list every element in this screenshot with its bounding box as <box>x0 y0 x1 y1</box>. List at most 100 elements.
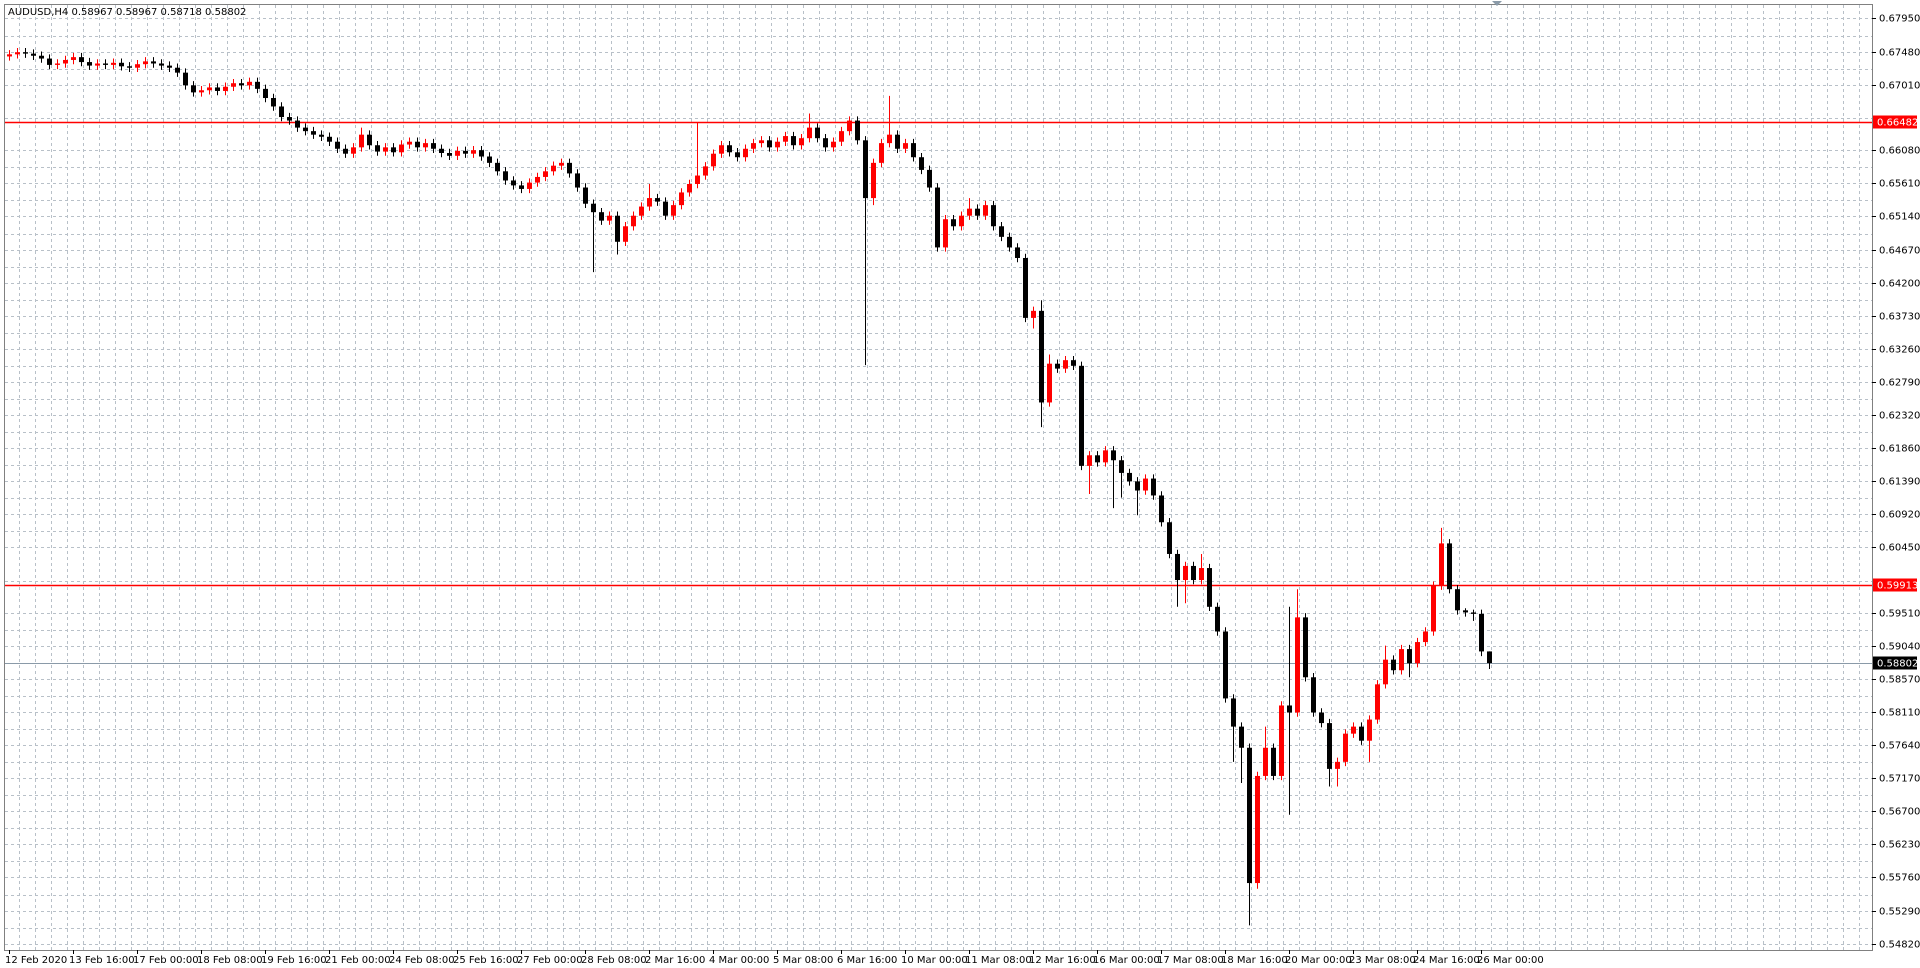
candle-body <box>71 57 76 60</box>
candle-body <box>423 143 428 148</box>
x-tick-label: 13 Feb 16:00 <box>69 955 135 966</box>
x-tick-label: 19 Feb 16:00 <box>261 955 327 966</box>
candle-body <box>319 134 324 137</box>
candle-body <box>751 143 756 149</box>
candle-body <box>135 64 140 68</box>
candle-body <box>7 54 12 57</box>
candle-body <box>23 52 28 54</box>
y-tick-label: 0.62790 <box>1879 378 1920 389</box>
x-tick-label: 6 Mar 16:00 <box>837 955 897 966</box>
candle-body <box>159 63 164 66</box>
level-label-box <box>1873 115 1917 129</box>
candle-body <box>719 145 724 154</box>
y-tick-label: 0.58110 <box>1879 708 1920 719</box>
candle-body <box>183 72 188 86</box>
x-tick-label: 2 Mar 16:00 <box>645 955 705 966</box>
x-tick-label: 16 Mar 00:00 <box>1093 955 1160 966</box>
candle-body <box>391 147 396 153</box>
y-tick-label: 0.55290 <box>1879 907 1920 918</box>
candle-body <box>415 141 420 148</box>
y-tick-label: 0.67010 <box>1879 81 1920 92</box>
candle-body <box>1167 522 1172 554</box>
y-tick-label: 0.61860 <box>1879 444 1920 455</box>
candle-body <box>1183 565 1188 581</box>
candle-body <box>1039 310 1044 403</box>
candle-body <box>855 120 860 141</box>
candle-body <box>1055 363 1060 369</box>
x-tick-label: 18 Feb 08:00 <box>197 955 263 966</box>
candle-body <box>359 134 364 148</box>
x-tick-label: 27 Feb 00:00 <box>517 955 583 966</box>
candle-body <box>143 61 148 65</box>
candle-body <box>1223 631 1228 699</box>
candle-body <box>231 83 236 87</box>
candle-body <box>1015 247 1020 258</box>
candle-body <box>1239 726 1244 748</box>
candle-body <box>823 138 828 148</box>
candle-body <box>911 143 916 158</box>
y-tick-label: 0.65140 <box>1879 212 1920 223</box>
candle-body <box>919 157 924 170</box>
candle-body <box>735 152 740 158</box>
candle-body <box>447 152 452 156</box>
candle-body <box>1263 747 1268 776</box>
candle-body <box>87 62 92 66</box>
candles <box>7 47 1492 926</box>
candle-body <box>95 63 100 66</box>
candle-body <box>247 81 252 86</box>
candle-body <box>199 90 204 93</box>
candle-body <box>575 173 580 188</box>
candle-body <box>287 117 292 121</box>
candle-body <box>983 205 988 216</box>
candle-body <box>679 192 684 206</box>
candle-body <box>1343 733 1348 762</box>
candle-body <box>1383 659 1388 685</box>
level-label: 0.66482 <box>1877 118 1918 129</box>
candle-body <box>119 62 124 67</box>
candle-body <box>887 134 892 144</box>
candle-body <box>1327 723 1332 769</box>
candle-body <box>279 106 284 118</box>
x-tick-label: 12 Feb 2020 <box>5 955 67 966</box>
x-tick-label: 23 Mar 08:00 <box>1349 955 1416 966</box>
candle-body <box>511 180 516 186</box>
candle-body <box>1207 568 1212 607</box>
candle-body <box>943 219 948 248</box>
candle-body <box>895 134 900 149</box>
candle-body <box>239 83 244 86</box>
candle-body <box>967 208 972 216</box>
candle-body <box>191 85 196 93</box>
candle-body <box>535 176 540 183</box>
candle-body <box>1319 712 1324 724</box>
x-tick-label: 4 Mar 00:00 <box>709 955 769 966</box>
candle-body <box>1463 610 1468 613</box>
candle-body <box>31 53 36 56</box>
candle-body <box>631 215 636 227</box>
candle-body <box>767 140 772 148</box>
candle-body <box>15 52 20 55</box>
candle-body <box>1359 726 1364 741</box>
candle-body <box>647 198 652 207</box>
y-tick-label: 0.59510 <box>1879 609 1920 620</box>
y-tick-label: 0.58570 <box>1879 675 1920 686</box>
y-tick-label: 0.60450 <box>1879 543 1920 554</box>
x-tick-label: 11 Mar 08:00 <box>965 955 1032 966</box>
candle-body <box>623 226 628 242</box>
candle-body <box>1279 705 1284 776</box>
candle-body <box>63 59 68 64</box>
candle-body <box>1303 617 1308 678</box>
y-tick-label: 0.67480 <box>1879 48 1920 59</box>
candle-body <box>263 88 268 99</box>
candle-body <box>871 162 876 199</box>
candle-body <box>215 87 220 91</box>
y-tick-label: 0.65610 <box>1879 179 1920 190</box>
candle-body <box>831 141 836 148</box>
x-tick-label: 12 Mar 16:00 <box>1029 955 1096 966</box>
y-tick-label: 0.61390 <box>1879 477 1920 488</box>
candle-body <box>847 120 852 132</box>
candle-body <box>1079 365 1084 466</box>
candle-body <box>559 162 564 166</box>
candle-body <box>1159 495 1164 523</box>
